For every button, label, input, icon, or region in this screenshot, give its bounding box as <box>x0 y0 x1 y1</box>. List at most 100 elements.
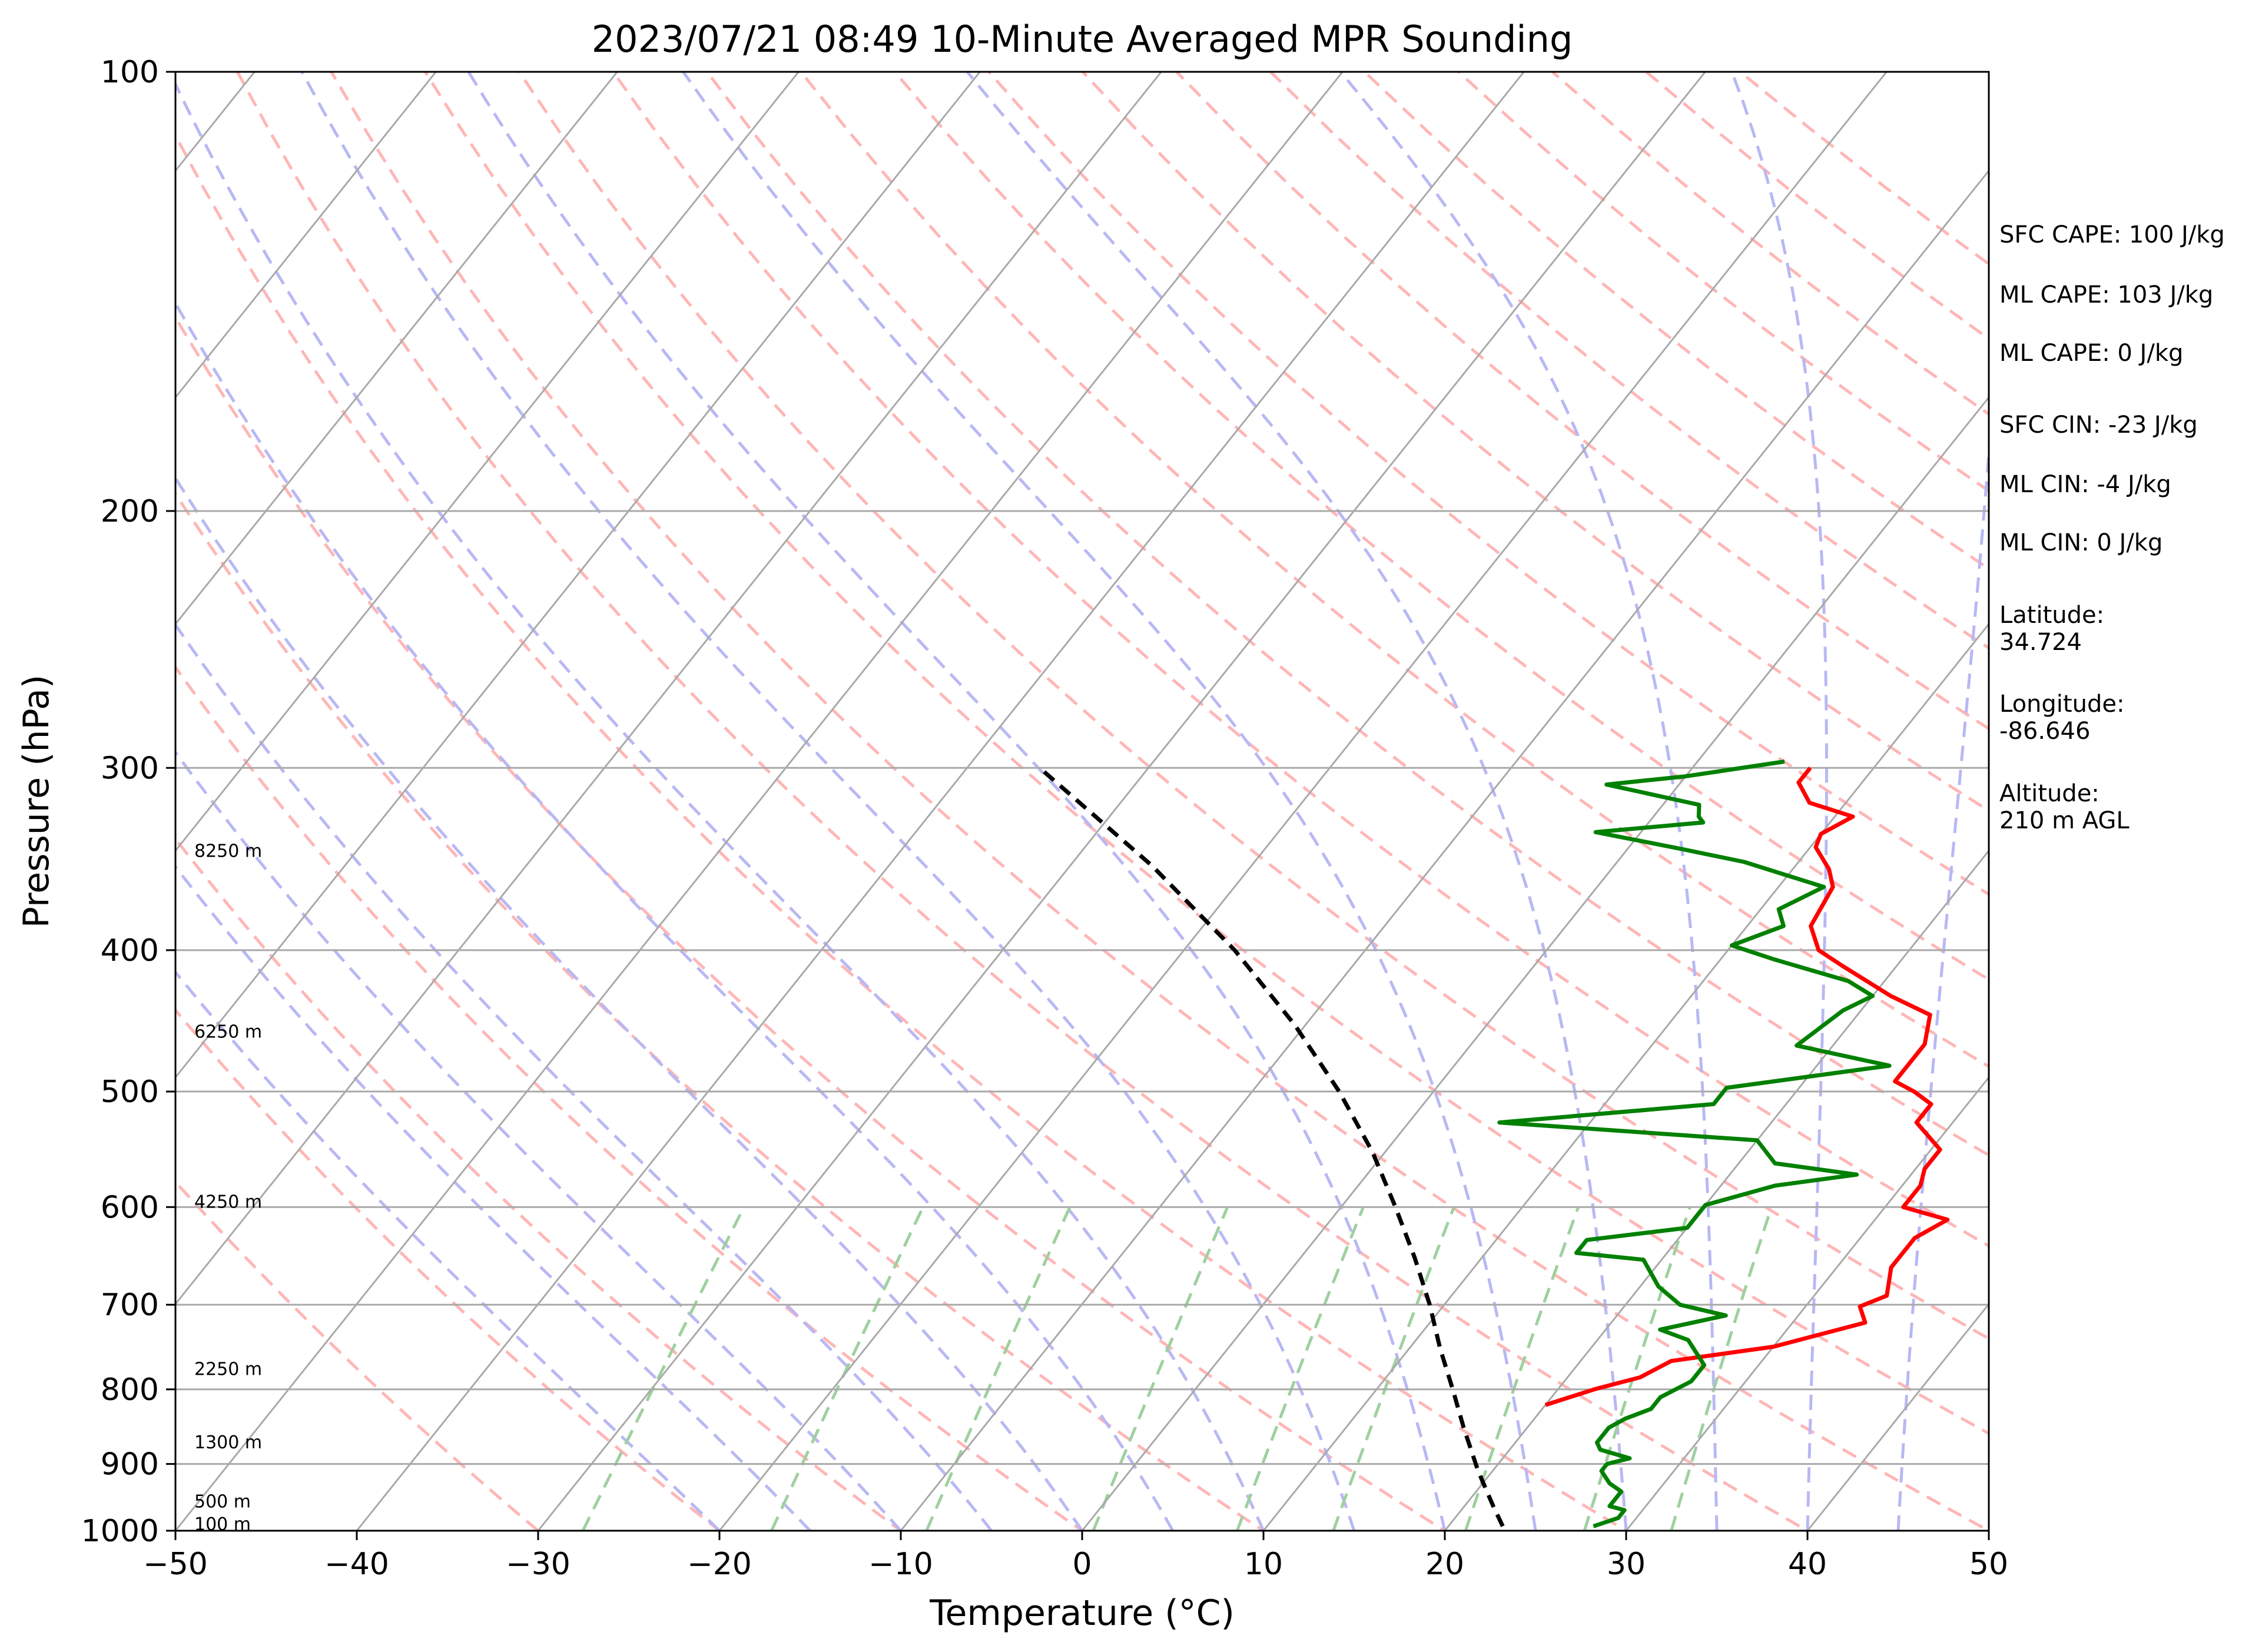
isotherm-line <box>175 72 437 399</box>
dry-adiabat-line <box>175 132 1629 1531</box>
longitude-label: Longitude: <box>1999 691 2124 718</box>
moist-adiabat-line <box>1730 72 1828 1531</box>
mixing-ratio-line <box>581 1206 745 1531</box>
ml-cin-text: ML CIN: -4 J/kg <box>1999 471 2171 498</box>
isotherms <box>175 72 1989 1531</box>
dry-adiabat-line <box>705 72 1989 1157</box>
dewpoint-line <box>1497 759 1892 1528</box>
isotherm-line <box>175 72 1162 1306</box>
moist-adiabat-line <box>175 864 811 1531</box>
info-panel: SFC CAPE: 100 J/kg ML CAPE: 103 J/kg ML … <box>1999 221 2225 834</box>
dry-adiabat-line <box>893 72 1989 981</box>
isotherm-line <box>1262 622 1989 1531</box>
dry-adiabat-line <box>612 72 1989 1248</box>
isotherm-line <box>356 72 1525 1531</box>
dry-adiabat-line <box>175 491 1266 1531</box>
x-tick-label: −40 <box>324 1547 389 1582</box>
isotherm-line <box>537 72 1706 1531</box>
altitude-label: Altitude: <box>1999 780 2100 807</box>
y-axis-ticks: 1000 900 800 700 600 500 400 300 200 100 <box>81 55 175 1549</box>
dry-adiabat-line <box>175 1007 722 1531</box>
x-tick-label: 40 <box>1788 1547 1827 1582</box>
moist-adiabat-line <box>175 749 902 1531</box>
chart-title: 2023/07/21 08:49 10-Minute Averaged MPR … <box>592 18 1573 61</box>
mixing-ratio-line <box>770 1206 924 1531</box>
x-axis-ticks: −50 −40 −30 −20 −10 0 10 20 30 40 50 <box>143 1531 2008 1582</box>
latitude-label: Latitude: <box>1999 602 2104 629</box>
ml-cape-text-2: ML CAPE: 0 J/kg <box>1999 340 2183 367</box>
dry-adiabat-line <box>1175 72 1989 731</box>
x-tick-label: 30 <box>1607 1547 1646 1582</box>
moist-adiabat-line <box>966 72 1628 1531</box>
y-tick-label: 200 <box>101 494 159 529</box>
moist-adiabat-line <box>175 81 1265 1531</box>
isotherm-line <box>1081 396 1989 1531</box>
mixing-ratio-line <box>1235 1206 1365 1531</box>
dry-adiabat-line <box>800 72 1989 1069</box>
x-axis-label: Temperature (°C) <box>929 1593 1235 1634</box>
sounding-profiles <box>1038 759 1950 1528</box>
y-tick-label: 1000 <box>81 1514 159 1549</box>
dry-adiabat-line <box>175 314 1448 1531</box>
y-tick-label: 300 <box>101 751 159 786</box>
y-tick-label: 900 <box>101 1447 159 1482</box>
ml-cape-text: ML CAPE: 103 J/kg <box>1999 281 2213 308</box>
plot-area <box>175 72 1989 1531</box>
parcel-line <box>1038 766 1505 1527</box>
y-tick-label: 400 <box>101 933 159 968</box>
latitude-value: 34.724 <box>1999 629 2082 656</box>
height-label: 2250 m <box>194 1359 262 1380</box>
dry-adiabat-line <box>175 664 1085 1531</box>
isotherm-line <box>1444 849 1989 1531</box>
longitude-value: -86.646 <box>1999 718 2090 745</box>
moist-adiabat-line <box>175 622 993 1531</box>
mixing-ratio-line <box>1092 1206 1229 1531</box>
moist-adiabat-line <box>1339 72 1719 1531</box>
x-tick-label: −50 <box>143 1547 208 1582</box>
sfc-cin-text: SFC CIN: -23 J/kg <box>1999 412 2198 439</box>
moist-adiabat-line <box>175 475 1084 1531</box>
x-tick-label: 0 <box>1072 1547 1092 1582</box>
x-tick-label: 20 <box>1425 1547 1464 1582</box>
height-label: 500 m <box>194 1491 251 1512</box>
dry-adiabat-line <box>236 72 1811 1531</box>
y-tick-label: 500 <box>101 1074 159 1110</box>
x-tick-label: 50 <box>1969 1547 2008 1582</box>
moist-adiabat-line <box>300 72 1356 1531</box>
moist-adiabat-line <box>175 300 1175 1531</box>
isotherm-line <box>1625 1076 1989 1531</box>
x-tick-label: −20 <box>687 1547 752 1582</box>
isotherm-line <box>175 72 618 626</box>
x-tick-label: 10 <box>1244 1547 1283 1582</box>
height-label: 100 m <box>194 1514 251 1535</box>
dry-adiabat-line <box>424 72 1989 1435</box>
height-label: 8250 m <box>194 841 262 861</box>
x-tick-label: −30 <box>506 1547 571 1582</box>
dry-adiabats <box>175 72 1989 1531</box>
altitude-value: 210 m AGL <box>1999 807 2130 834</box>
y-tick-label: 100 <box>101 55 159 90</box>
height-label: 6250 m <box>194 1022 262 1043</box>
y-tick-label: 700 <box>101 1288 159 1323</box>
isotherm-line <box>900 169 1989 1531</box>
dry-adiabat-line <box>330 72 1989 1531</box>
moist-adiabat-line <box>682 72 1537 1531</box>
ml-cin-text-2: ML CIN: 0 J/kg <box>1999 529 2163 556</box>
sfc-cape-text: SFC CAPE: 100 J/kg <box>1999 221 2225 248</box>
dry-adiabat-line <box>175 1179 540 1531</box>
x-tick-label: −10 <box>868 1547 933 1582</box>
moist-adiabat-line <box>467 72 1447 1531</box>
isotherm-line <box>718 72 1888 1531</box>
isotherm-line <box>175 72 981 1079</box>
y-axis-label: Pressure (hPa) <box>16 675 57 928</box>
moist-adiabat-line <box>1896 435 1989 1531</box>
moist-adiabat-line <box>175 970 721 1531</box>
isotherm-line <box>175 72 1344 1531</box>
height-label: 1300 m <box>194 1432 262 1453</box>
height-label: 4250 m <box>194 1192 262 1212</box>
isotherm-line <box>175 72 800 852</box>
temperature-line <box>1544 767 1950 1407</box>
y-tick-label: 800 <box>101 1372 159 1408</box>
